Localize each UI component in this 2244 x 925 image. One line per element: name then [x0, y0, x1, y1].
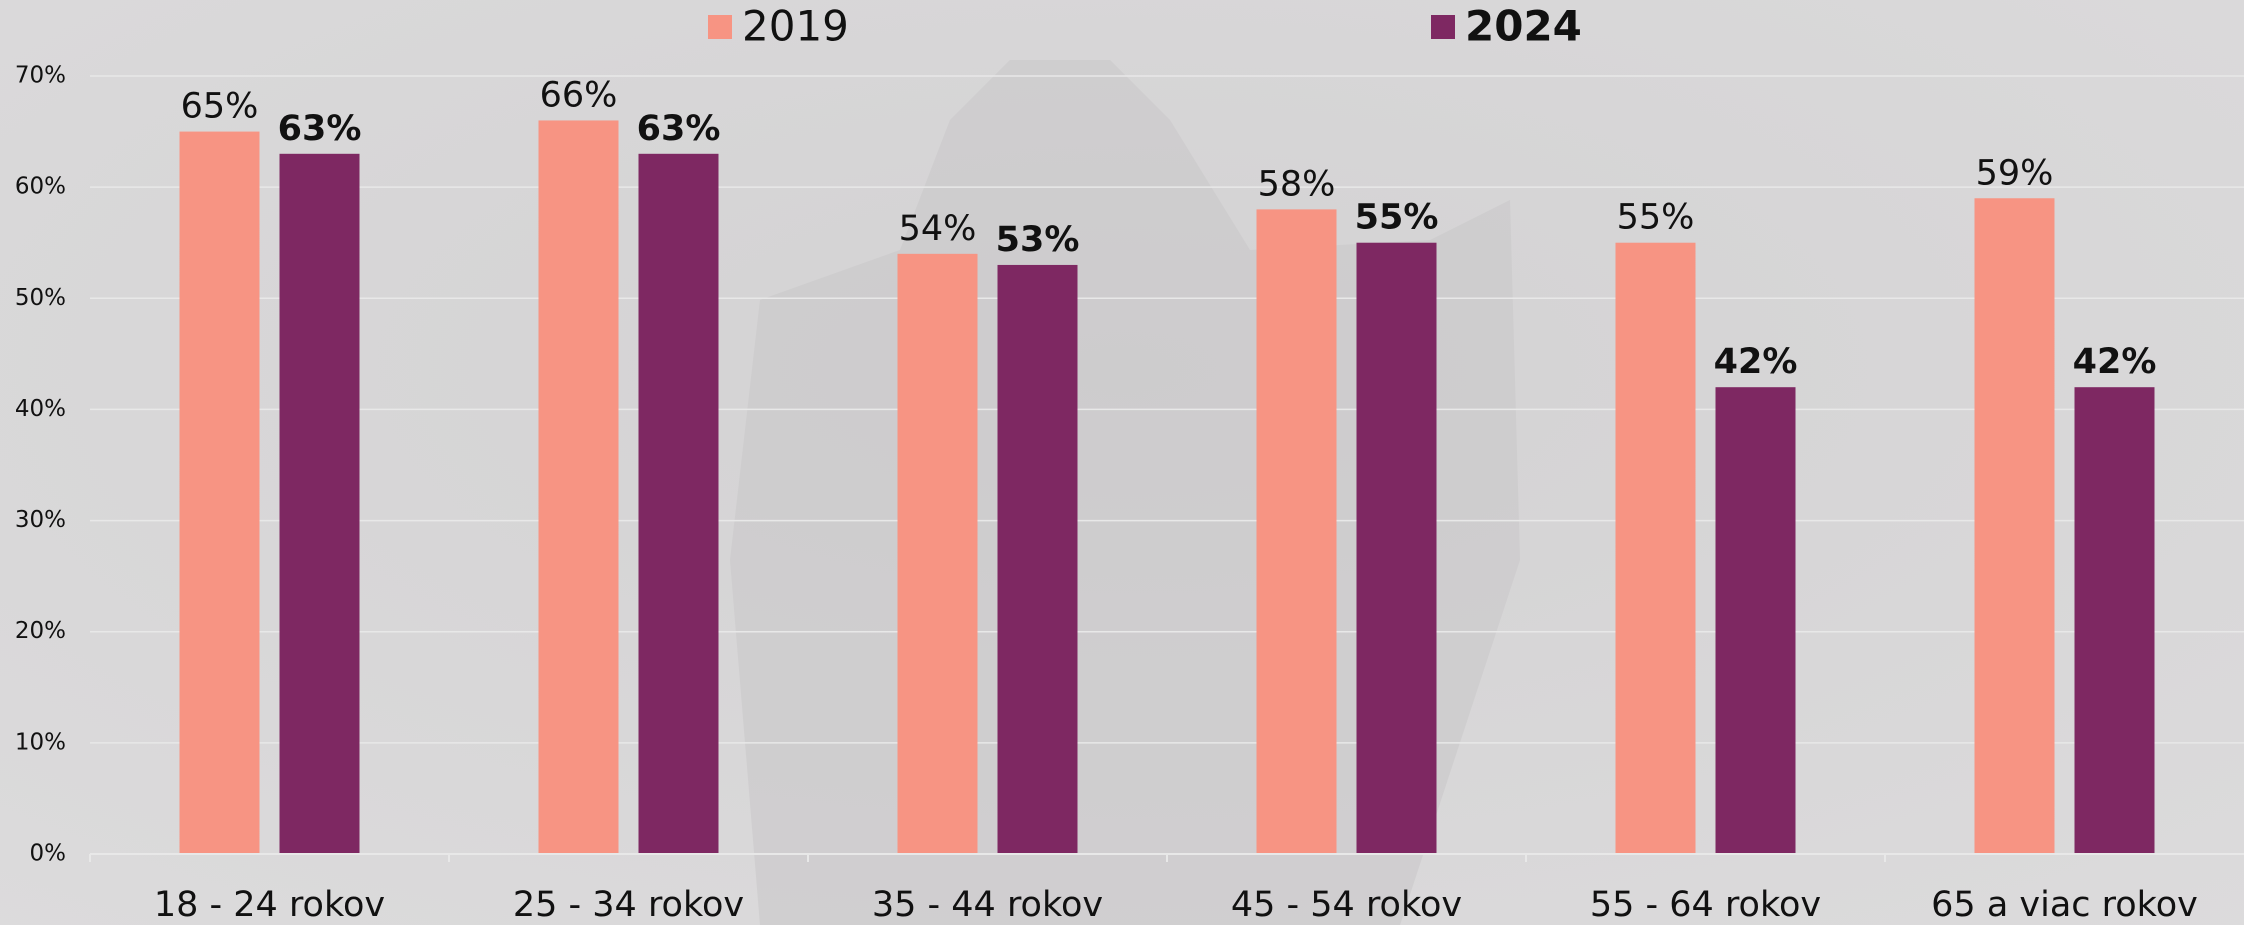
x-tick-label: 45 - 54 rokov — [1231, 885, 1462, 925]
x-tick-label: 18 - 24 rokov — [154, 885, 385, 925]
x-tick-label: 65 a viac rokov — [1931, 885, 2198, 925]
legend-swatch — [1431, 15, 1455, 39]
value-label: 55% — [1355, 198, 1439, 238]
bar — [539, 120, 619, 854]
value-label: 53% — [996, 220, 1080, 260]
bar — [1616, 243, 1696, 854]
bar — [898, 254, 978, 854]
chart: 0% 10% 20% 30% 40% 50% 60% 70% 65% 66% 54% 58% 55% 59… — [0, 0, 2244, 925]
y-tick-label: 30% — [15, 507, 66, 533]
value-label: 63% — [278, 109, 362, 149]
bar — [2075, 387, 2155, 854]
y-tick-label: 10% — [15, 729, 66, 755]
legend-swatch — [708, 15, 732, 39]
bar — [639, 154, 719, 854]
y-tick-label: 60% — [15, 174, 66, 200]
value-label: 42% — [2073, 342, 2157, 382]
bar — [1716, 387, 1796, 854]
value-label: 65% — [181, 87, 259, 127]
bar — [1975, 198, 2055, 854]
bar — [1357, 243, 1437, 854]
x-tick-label: 55 - 64 rokov — [1590, 885, 1821, 925]
y-tick-label: 0% — [30, 841, 67, 867]
bar — [180, 132, 260, 854]
value-label: 66% — [540, 75, 618, 115]
legend-label: 2024 — [1465, 2, 1582, 51]
value-label: 59% — [1976, 153, 2054, 193]
bar — [998, 265, 1078, 854]
value-label: 54% — [899, 209, 977, 249]
legend-label: 2019 — [742, 2, 849, 51]
y-tick-label: 70% — [15, 63, 66, 89]
x-tick-label: 35 - 44 rokov — [872, 885, 1103, 925]
y-tick-label: 40% — [15, 396, 66, 422]
value-label: 55% — [1617, 198, 1695, 238]
y-tick-label: 20% — [15, 618, 66, 644]
value-label: 42% — [1714, 342, 1798, 382]
bar — [280, 154, 360, 854]
value-label: 58% — [1258, 164, 1336, 204]
y-tick-label: 50% — [15, 285, 66, 311]
bar — [1257, 209, 1337, 854]
page: 0% 10% 20% 30% 40% 50% 60% 70% 65% 66% 54% 58% 55% 59… — [0, 0, 2244, 925]
x-tick-label: 25 - 34 rokov — [513, 885, 744, 925]
value-label: 63% — [637, 109, 721, 149]
